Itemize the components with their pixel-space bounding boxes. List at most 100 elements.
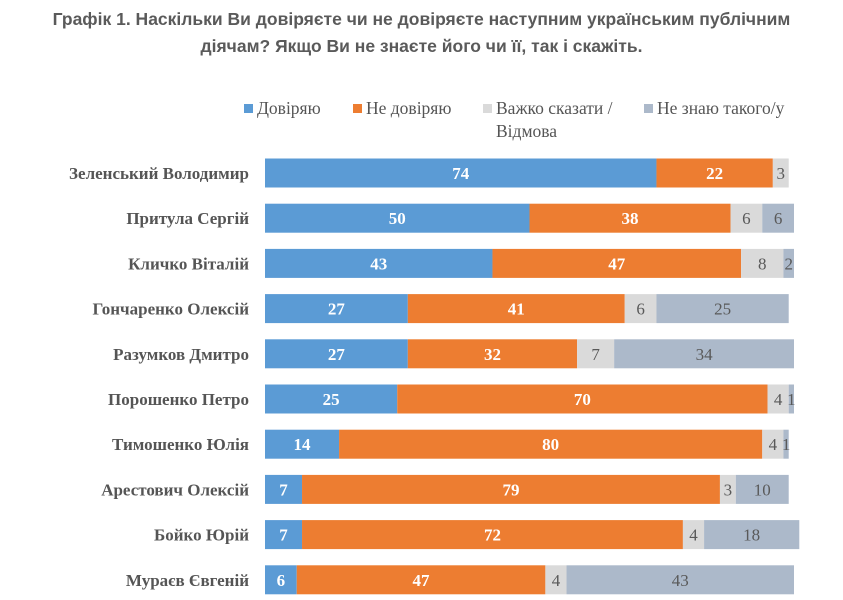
data-label-distrust: 72 [484,526,501,545]
bar-segment-distrust[interactable] [407,294,625,324]
data-label-dont-know: 18 [743,526,760,545]
data-label-trust: 7 [279,480,288,499]
bar-segment-trust[interactable] [265,429,340,459]
bar-segment-distrust[interactable] [302,474,720,504]
bar-segment-dont-know[interactable] [735,474,789,504]
data-label-hard-to-say: 6 [636,300,645,319]
bar-segment-dont-know[interactable] [762,203,794,233]
data-label-dont-know: 10 [754,480,771,499]
data-label-hard-to-say: 6 [742,209,751,228]
bar-segment-distrust[interactable] [492,248,742,278]
bar-segment-hard-to-say[interactable] [772,158,789,188]
bar-segment-hard-to-say[interactable] [682,520,705,550]
data-label-trust: 14 [294,435,312,454]
category-label: Зеленський Володимир [69,164,249,183]
data-label-trust: 43 [370,254,387,273]
bar-segment-distrust[interactable] [339,429,763,459]
bar-segment-distrust[interactable] [397,384,768,414]
category-label: Порошенко Петро [108,390,249,409]
category-label: Притула Сергій [126,209,249,228]
legend-swatch-trust [244,104,253,113]
chart-title-line-2: діячам? Якщо Ви не знаєте його чи її, та… [200,36,643,56]
data-label-hard-to-say: 7 [591,345,600,364]
data-label-hard-to-say: 3 [777,164,786,183]
data-label-distrust: 47 [413,571,431,590]
data-label-trust: 27 [328,300,346,319]
bar-segment-distrust[interactable] [529,203,731,233]
legend-item-hard-to-say[interactable]: Важко сказати / Відмова [483,97,613,143]
data-label-trust: 6 [277,571,286,590]
category-label: Мураєв Євгеній [126,571,249,590]
category-label: Гончаренко Олексій [92,300,249,319]
data-label-dont-know: 1 [782,435,791,454]
bar-segment-trust[interactable] [265,203,530,233]
data-label-hard-to-say: 4 [774,390,783,409]
bar-segment-hard-to-say[interactable] [624,294,657,324]
data-label-dont-know: 34 [696,345,714,364]
legend-item-trust[interactable]: Довіряю [244,97,321,120]
data-label-distrust: 22 [706,164,723,183]
data-label-hard-to-say: 4 [552,571,561,590]
legend-item-dont-know[interactable]: Не знаю такого/у [644,97,784,120]
data-label-dont-know: 25 [714,300,731,319]
category-label: Кличко Віталій [128,254,249,273]
data-label-dont-know: 2 [784,254,793,273]
bar-segment-distrust[interactable] [302,520,683,550]
bar-segment-trust[interactable] [265,384,398,414]
legend-label-trust: Довіряю [257,98,321,118]
bar-segment-trust[interactable] [265,339,408,369]
legend-label-hard-to-say-line-1: Важко сказати / [496,98,613,118]
legend-label-hard-to-say: Важко сказати / Відмова [496,97,613,143]
data-label-distrust: 79 [502,480,519,499]
legend-label-distrust: Не довіряю [366,98,452,118]
category-label: Тимошенко Юлія [112,435,249,454]
bar-segment-distrust[interactable] [296,565,546,595]
data-label-dont-know: 43 [672,571,689,590]
bar-segment-hard-to-say[interactable] [762,429,784,459]
data-label-dont-know: 1 [787,390,796,409]
bar-segment-hard-to-say[interactable] [767,384,789,414]
data-label-trust: 50 [389,209,406,228]
legend-swatch-distrust [353,104,362,113]
data-label-distrust: 41 [508,300,525,319]
legend-swatch-hard-to-say [483,104,492,113]
bar-segment-trust[interactable] [265,565,297,595]
bar-segment-hard-to-say[interactable] [719,474,736,504]
bar-segment-trust[interactable] [265,158,657,188]
data-label-trust: 7 [279,526,288,545]
data-label-hard-to-say: 4 [689,526,698,545]
bar-segment-hard-to-say[interactable] [741,248,784,278]
bar-segment-hard-to-say[interactable] [577,339,615,369]
data-label-distrust: 47 [608,254,626,273]
bar-segment-dont-know[interactable] [783,429,789,459]
bar-segment-distrust[interactable] [407,339,578,369]
bar-segment-dont-know[interactable] [783,248,794,278]
bar-segment-trust[interactable] [265,474,303,504]
data-label-distrust: 80 [542,435,559,454]
bar-segment-distrust[interactable] [656,158,773,188]
bar-segment-trust[interactable] [265,294,408,324]
bar-segment-dont-know[interactable] [566,565,794,595]
legend-label-dont-know: Не знаю такого/у [657,98,785,118]
data-label-distrust: 70 [574,390,591,409]
legend-item-distrust[interactable]: Не довіряю [353,97,451,120]
data-label-trust: 74 [452,164,470,183]
bar-segment-hard-to-say[interactable] [730,203,763,233]
bar-segment-dont-know[interactable] [704,520,800,550]
bar-segment-dont-know[interactable] [656,294,789,324]
data-label-distrust: 38 [622,209,639,228]
bar-segment-dont-know[interactable] [614,339,794,369]
data-label-trust: 27 [328,345,346,364]
data-label-hard-to-say: 8 [758,254,767,273]
data-label-hard-to-say: 4 [769,435,778,454]
data-label-hard-to-say: 3 [724,480,733,499]
bar-segment-trust[interactable] [265,520,303,550]
data-label-distrust: 32 [484,345,501,364]
category-label: Арестович Олексій [101,480,249,499]
data-label-trust: 25 [323,390,340,409]
bar-segment-trust[interactable] [265,248,493,278]
bar-segment-dont-know[interactable] [788,384,794,414]
bar-segment-hard-to-say[interactable] [545,565,567,595]
legend-swatch-dont-know [644,104,653,113]
